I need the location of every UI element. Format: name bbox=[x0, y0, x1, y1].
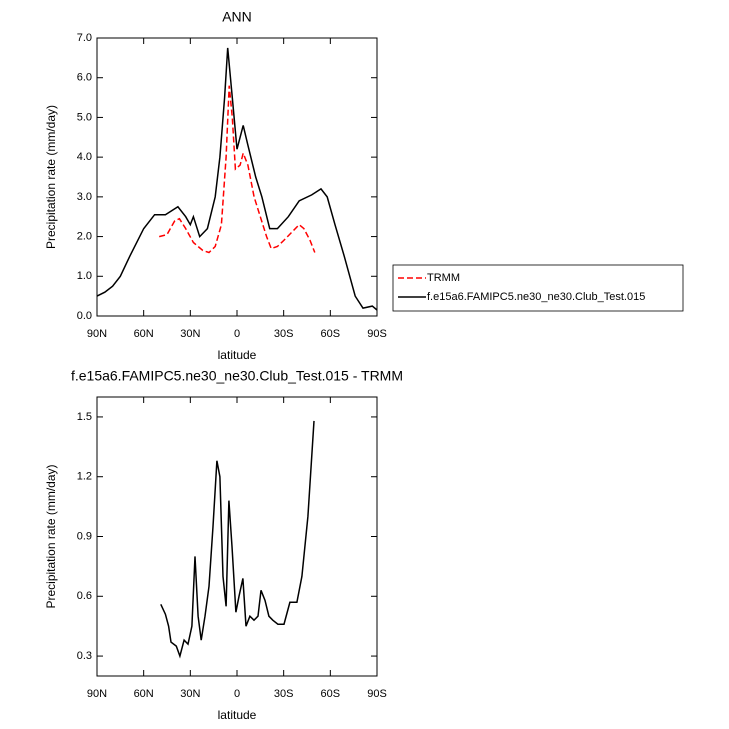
x-tick-label: 30S bbox=[274, 688, 294, 700]
x-tick-label: 90N bbox=[87, 688, 107, 700]
x-tick-label: 90N bbox=[87, 328, 107, 340]
x-tick-label: 30S bbox=[274, 328, 294, 340]
legend-label: f.e15a6.FAMIPC5.ne30_ne30.Club_Test.015 bbox=[427, 291, 645, 303]
y-tick-label: 7.0 bbox=[77, 32, 92, 44]
y-tick-label: 3.0 bbox=[77, 191, 92, 203]
legend-label: TRMM bbox=[427, 272, 460, 284]
x-axis-label: latitude bbox=[218, 348, 257, 362]
x-tick-label: 30N bbox=[180, 328, 200, 340]
x-tick-label: 0 bbox=[234, 328, 240, 340]
series-line bbox=[159, 85, 316, 254]
y-tick-label: 5.0 bbox=[77, 111, 92, 123]
chart-title: ANN bbox=[222, 9, 252, 25]
y-tick-label: 1.0 bbox=[77, 270, 92, 282]
y-tick-label: 0.6 bbox=[77, 590, 92, 602]
legend-box bbox=[392, 264, 684, 312]
x-tick-label: 60S bbox=[321, 688, 341, 700]
x-tick-label: 60N bbox=[134, 328, 154, 340]
x-tick-label: 60N bbox=[134, 688, 154, 700]
y-axis-label: Precipitation rate (mm/day) bbox=[44, 464, 58, 608]
chart-title: f.e15a6.FAMIPC5.ne30_ne30.Club_Test.015 … bbox=[71, 368, 403, 384]
legend: TRMM f.e15a6.FAMIPC5.ne30_ne30.Club_Test.… bbox=[392, 264, 684, 312]
x-tick-label: 60S bbox=[321, 328, 341, 340]
x-tick-label: 90S bbox=[367, 328, 387, 340]
x-tick-label: 90S bbox=[367, 688, 387, 700]
y-tick-label: 0.3 bbox=[77, 650, 92, 662]
y-tick-label: 1.5 bbox=[77, 411, 92, 423]
y-tick-label: 0.9 bbox=[77, 530, 92, 542]
y-tick-label: 1.2 bbox=[77, 471, 92, 483]
y-tick-label: 4.0 bbox=[77, 151, 92, 163]
series-line bbox=[160, 420, 315, 659]
x-axis-label: latitude bbox=[218, 708, 257, 722]
y-tick-label: 0.0 bbox=[77, 310, 92, 322]
plot-frame bbox=[96, 396, 378, 677]
series-line bbox=[96, 47, 378, 311]
plot-frame bbox=[96, 37, 378, 317]
y-axis-label: Precipitation rate (mm/day) bbox=[44, 105, 58, 249]
x-tick-label: 30N bbox=[180, 688, 200, 700]
y-tick-label: 6.0 bbox=[77, 72, 92, 84]
x-tick-label: 0 bbox=[234, 688, 240, 700]
y-tick-label: 2.0 bbox=[77, 230, 92, 242]
